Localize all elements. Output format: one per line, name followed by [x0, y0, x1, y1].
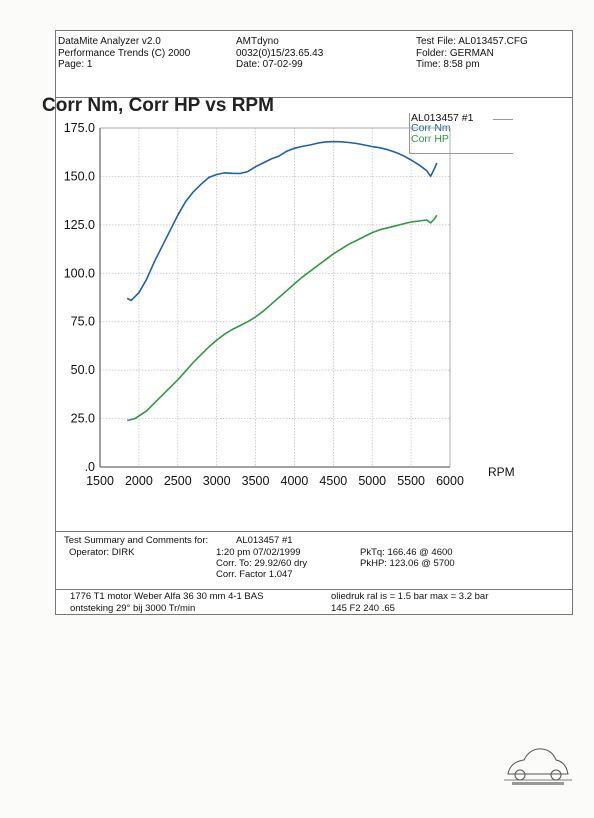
x-tick-label: 1500	[86, 474, 114, 488]
legend-rule	[493, 119, 513, 120]
y-tick-label: 75.0	[71, 315, 95, 329]
operator: Operator: DIRK	[69, 547, 135, 558]
legend-corr-hp: Corr HP	[411, 133, 449, 145]
comment-line-1: 1776 T1 motor Weber Alfa 36 30 mm 4-1 BA…	[70, 591, 264, 602]
x-tick-label: 4000	[281, 474, 309, 488]
header-center: AMTdyno 0032(0)15/23.65.43 Date: 07-02-9…	[236, 36, 323, 71]
test-file: Test File: AL013457.CFG	[416, 36, 528, 47]
folder: Folder: GERMAN	[416, 47, 494, 59]
comment-line-2: ontsteking 29° bij 3000 Tr/min	[70, 603, 196, 614]
y-tick-label: 125.0	[64, 218, 95, 232]
y-tick-label: 150.0	[64, 169, 95, 183]
x-tick-label: 3500	[242, 474, 270, 488]
correction-factor: Corr. Factor 1.047	[216, 569, 293, 580]
report-time: Time: 8:58 pm	[416, 59, 480, 70]
summary-run: AL013457 #1	[236, 535, 293, 546]
y-tick-label: .0	[85, 460, 95, 474]
peak-torque: PkTq: 166.46 @ 4600	[360, 547, 453, 558]
x-tick-label: 2000	[125, 474, 153, 488]
series-line-corr-nm	[126, 140, 438, 302]
x-tick-label: 5000	[358, 474, 386, 488]
x-tick-label: 3000	[203, 474, 231, 488]
header-right: Test File: AL013457.CFG Folder: GERMAN T…	[416, 36, 528, 71]
legend-title: AL013457 #1	[411, 112, 474, 124]
comment-line-3: oliedruk ral is = 1.5 bar max = 3.2 bar	[331, 591, 489, 602]
chart-tick-labels: 1500 2000 2500 3000 3500 4000 4500 5000 5500 6000…	[64, 121, 515, 488]
y-tick-label: 175.0	[64, 121, 95, 135]
chart-axes	[99, 127, 451, 468]
series-line-corr-hp	[127, 214, 438, 422]
y-tick-label: 25.0	[71, 412, 95, 426]
report-date: Date: 07-02-99	[236, 59, 303, 70]
correction-to: Corr. To: 29.92/60 dry	[216, 558, 308, 569]
app-name: DataMite Analyzer v2.0	[58, 36, 161, 47]
page-number: Page: 1	[58, 59, 93, 70]
company-name: Performance Trends (C) 2000	[58, 47, 191, 59]
x-tick-label: 6000	[436, 474, 464, 488]
report-header: DataMite Analyzer v2.0 Performance Trend…	[56, 31, 572, 98]
comment-line-4: 145 F2 240 .65	[331, 603, 395, 614]
run-id: 0032(0)15/23.65.43	[236, 47, 324, 59]
test-summary: Test Summary and Comments for: AL013457 …	[56, 531, 572, 590]
summary-heading: Test Summary and Comments for:	[64, 535, 209, 546]
chart-title: Corr Nm, Corr HP vs RPM	[42, 95, 274, 116]
x-axis-label: RPM	[488, 465, 515, 479]
summary-time: 1:20 pm 07/02/1999	[216, 547, 301, 558]
chart-grid	[99, 127, 451, 468]
header-left: DataMite Analyzer v2.0 Performance Trend…	[58, 36, 190, 71]
x-tick-label: 5500	[397, 474, 425, 488]
x-tick-label: 4500	[319, 474, 347, 488]
dyno-name: AMTdyno	[236, 36, 279, 47]
dyno-report-sheet: DataMite Analyzer v2.0 Performance Trend…	[55, 30, 573, 615]
y-tick-label: 100.0	[64, 266, 95, 280]
chart-series	[126, 140, 438, 422]
x-tick-label: 2500	[164, 474, 192, 488]
peak-hp: PkHP: 123.06 @ 5700	[360, 558, 455, 569]
y-tick-label: 50.0	[71, 363, 95, 377]
car-stamp-logo	[504, 748, 572, 785]
